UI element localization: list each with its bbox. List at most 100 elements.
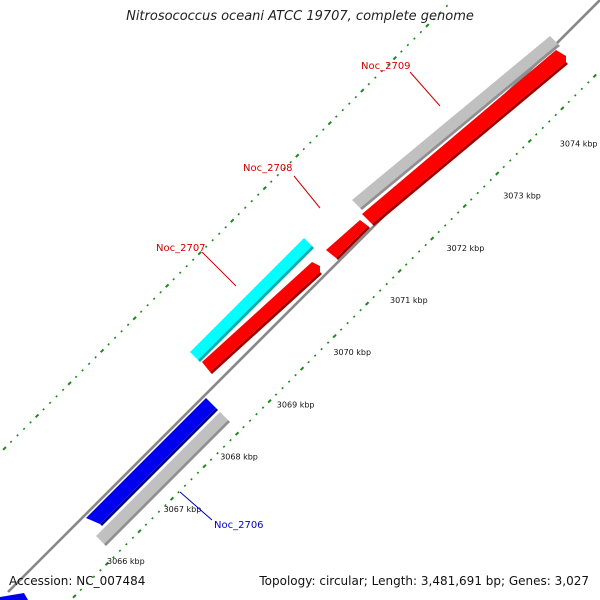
tick-mark-outer: [178, 271, 182, 275]
tick-mark-outer: [237, 212, 240, 216]
tick-label: 3072 kbp: [447, 244, 485, 253]
gene-label-noc-2707[interactable]: Noc_2707: [156, 243, 206, 254]
tick-track-outer: [2, 4, 449, 451]
tick-mark-inner: [534, 133, 538, 136]
tick-mark-inner: [72, 594, 77, 599]
gene-noc-2708[interactable]: [326, 220, 368, 258]
tick-mark-inner: [144, 523, 148, 527]
tick-mark-inner: [202, 464, 207, 469]
gene-track: [86, 50, 568, 526]
tick-mark-inner: [281, 386, 284, 390]
tick-mark-outer: [282, 167, 286, 170]
tick-label: 3068 kbp: [220, 453, 258, 462]
tick-mark-outer: [197, 251, 202, 256]
tick-mark-outer: [445, 4, 449, 8]
tick-mark-inner: [183, 484, 187, 488]
callout-line-noc-2707: [201, 251, 237, 287]
tick-mark-outer: [152, 297, 156, 301]
tick-mark-inner: [164, 503, 167, 507]
feature-track: [96, 36, 560, 546]
tick-mark-inner: [456, 211, 460, 214]
tick-mark-inner: [482, 185, 486, 188]
feature-2708-2709-bar[interactable]: [352, 36, 558, 208]
gene-label-noc-2709[interactable]: Noc_2709: [361, 61, 411, 72]
tick-mark-inner: [430, 236, 435, 241]
tick-mark-inner: [469, 198, 473, 201]
tick-label: 3070 kbp: [333, 348, 371, 357]
tick-mark-outer: [419, 30, 423, 34]
tick-mark-outer: [74, 375, 78, 379]
tick-mark-inner: [92, 575, 96, 579]
tick-mark-inner: [443, 224, 447, 227]
callout-line-noc-2706: [179, 491, 213, 521]
gene-label-noc-2708[interactable]: Noc_2708: [243, 163, 293, 174]
tick-mark-outer: [42, 408, 45, 411]
tick-mark-outer: [335, 115, 338, 118]
tick-mark-inner: [177, 490, 180, 494]
tick-mark-outer: [276, 173, 280, 177]
callout-line-noc-2708: [293, 175, 321, 209]
feature-2706-bar-shade: [104, 420, 230, 546]
tick-mark-inner: [437, 230, 440, 234]
gene-label-noc-2706[interactable]: Noc_2706: [214, 520, 264, 531]
gene-fragment-corner: [0, 593, 28, 600]
tick-mark-outer: [250, 199, 254, 203]
tick-mark-inner: [495, 171, 500, 176]
tick-mark-inner: [397, 268, 402, 274]
tick-mark-inner: [307, 360, 310, 364]
feature-2707-bar-shade: [198, 246, 314, 362]
tick-mark-inner: [104, 561, 110, 566]
tick-mark-inner: [222, 445, 226, 448]
tick-mark-outer: [243, 206, 247, 209]
gene-noc-2707[interactable]: [202, 262, 320, 372]
tick-mark-inner: [190, 477, 193, 481]
tick-mark-outer: [262, 186, 267, 191]
tick-mark-inner: [229, 438, 232, 442]
tick-mark-outer: [256, 193, 260, 196]
tick-mark-inner: [417, 250, 421, 253]
tick-mark-inner: [391, 276, 395, 279]
tick-mark-outer: [191, 258, 195, 262]
tick-mark-inner: [294, 373, 297, 377]
tick-mark-inner: [242, 425, 245, 429]
tick-mark-outer: [61, 388, 65, 392]
tick-mark-outer: [211, 238, 214, 242]
gene-noc-2707-shade: [210, 272, 322, 374]
tick-mark-inner: [359, 308, 362, 312]
tick-mark-outer: [55, 395, 58, 398]
tick-mark-inner: [151, 516, 154, 520]
tick-mark-inner: [287, 380, 291, 383]
tick-mark-outer: [204, 245, 208, 249]
gene-noc-2709-shade: [372, 62, 568, 226]
tick-mark-inner: [125, 543, 128, 546]
tick-track-inner: [72, 73, 597, 599]
feature-2708-2709-bar-shade: [360, 44, 560, 210]
tick-mark-inner: [326, 341, 330, 344]
tick-mark-inner: [450, 217, 453, 221]
tick-mark-inner: [378, 289, 382, 292]
callout-line-noc-2709: [409, 71, 441, 107]
tick-mark-inner: [112, 556, 115, 559]
tick-mark-outer: [99, 348, 105, 353]
tick-mark-inner: [346, 321, 349, 325]
gene-noc-2708-shade: [336, 226, 370, 260]
tick-mark-inner: [118, 549, 122, 553]
tick-mark-inner: [424, 243, 427, 247]
tick-mark-outer: [289, 160, 293, 164]
tick-mark-inner: [502, 165, 506, 169]
tick-mark-inner: [274, 393, 278, 396]
tick-mark-inner: [385, 282, 388, 286]
tick-mark-inner: [521, 146, 525, 149]
gene-noc-2709[interactable]: [362, 50, 566, 224]
tick-mark-inner: [404, 263, 408, 266]
tick-mark-inner: [248, 419, 252, 422]
tick-mark-outer: [425, 23, 430, 28]
tick-mark-outer: [392, 55, 397, 61]
feature-2706-bar[interactable]: [96, 412, 228, 544]
tick-mark-outer: [87, 362, 91, 366]
gene-noc-2706[interactable]: [86, 398, 216, 524]
feature-2707-bar[interactable]: [190, 238, 312, 360]
tick-mark-inner: [574, 94, 577, 97]
tick-mark-outer: [165, 283, 170, 288]
